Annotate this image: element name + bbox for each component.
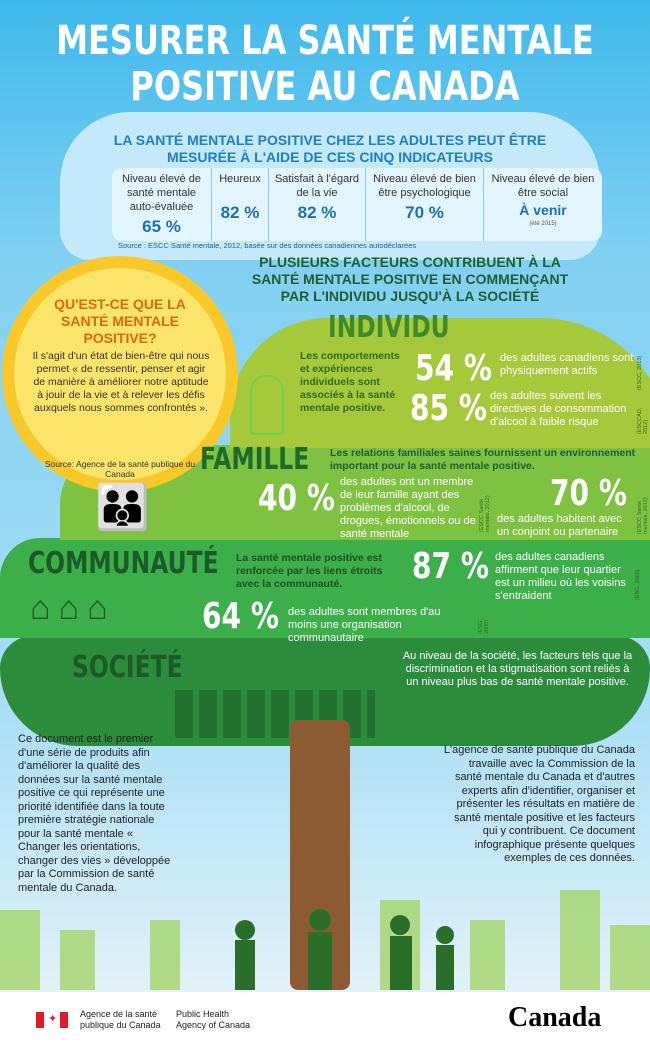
indicator-label: Niveau élevé de santé mentale auto-évalu…: [122, 173, 201, 213]
stat-text: des adultes canadiens sont physiquement …: [500, 352, 634, 377]
bottom-right-text: L'agence de santé publique du Canada tra…: [443, 744, 635, 864]
indicators-source: Source : ESCC Santé mentale, 2012, basée…: [118, 241, 417, 250]
stat-text: des adultes habitent avec un conjoint ou…: [497, 513, 622, 538]
skyline-illustration: [0, 890, 650, 990]
indicator: Niveau élevé de bien être psychologique 7…: [366, 168, 484, 241]
indicator-label: Heureux: [219, 173, 261, 185]
stat-value: 87 %: [412, 546, 489, 587]
indicator: Satisfait à l'égard de la vie 82 %: [269, 168, 366, 241]
indicator-label: Niveau élevé de bien être psychologique: [373, 173, 476, 199]
communaute-band: [0, 538, 650, 638]
famille-title: FAMILLE: [200, 442, 310, 477]
stat-text: des adultes suivent les directives de co…: [490, 390, 627, 428]
agency-name-en: Public Health Agency of Canada: [176, 1009, 251, 1030]
indicator-value: 65 %: [142, 217, 181, 236]
indicator: Niveau élevé de bien être social À venir (…: [484, 168, 602, 241]
sun-definition: Il s'agit d'un état de bien-être qui nou…: [32, 350, 210, 414]
communaute-title: COMMUNAUTÉ: [28, 546, 219, 581]
person-icon: [250, 375, 284, 435]
individu-band: [230, 318, 650, 448]
indicator-value: 70 %: [405, 203, 444, 222]
indicator-label: Niveau élevé de bien être social: [491, 173, 595, 199]
famille-desc: Les relations familiales saines fourniss…: [330, 447, 636, 472]
stat-value: 54 %: [415, 348, 492, 389]
individu-desc: Les comportements et expériences individ…: [300, 350, 400, 414]
factors-heading: PLUSIEURS FACTEURS CONTRIBUENT À LA SANT…: [251, 254, 569, 304]
stat-text: des adultes canadiens affirment que leur…: [495, 551, 626, 602]
footer: ✦ Agence de la santé publique du Canada …: [0, 992, 650, 1046]
societe-title: SOCIÉTÉ: [72, 650, 183, 685]
stat-value: 85 %: [410, 388, 487, 429]
stat-source: (ESCC Santé mentale, 2012): [479, 495, 491, 532]
stat-source: (ESCCAD, 2012): [637, 407, 649, 434]
sun-source: Source: Agence de la santé publique du C…: [44, 459, 196, 479]
sun-question: QU'EST-CE QUE LA SANTÉ MENTALE POSITIVE?: [54, 296, 186, 346]
canada-wordmark: Canada: [508, 1002, 602, 1033]
indicator-value: 82 %: [220, 203, 260, 222]
indicators-table: Niveau élevé de santé mentale auto-évalu…: [112, 168, 602, 241]
stat-source: (ESG, 2009): [635, 569, 641, 600]
stat-value: 40 %: [258, 478, 335, 519]
indicator-label: Satisfait à l'égard de la vie: [274, 173, 360, 199]
indicator: Niveau élevé de santé mentale auto-évalu…: [112, 168, 212, 241]
canada-flag-icon: ✦: [36, 1012, 68, 1028]
indicator-note: (été 2015): [529, 221, 557, 227]
stat-source: (ESG, 2008): [478, 619, 490, 634]
societe-desc: Au niveau de la société, les facteurs te…: [402, 650, 633, 688]
agency-name-fr: Agence de la santé publique du Canada: [80, 1009, 161, 1030]
stat-value: 70 %: [550, 473, 627, 514]
stat-source: (ESCC Santé mentale, 2012): [637, 497, 649, 534]
sun-icon: [14, 268, 226, 480]
indicator: Heureux 82 %: [212, 168, 269, 241]
stat-text: des adultes sont membres d'au moins une …: [288, 606, 441, 644]
houses-icon: ⌂⌂⌂: [30, 589, 116, 627]
bottom-left-text: Ce document est le premier d'une série d…: [18, 733, 171, 894]
stat-value: 64 %: [202, 596, 279, 637]
indicators-heading: LA SANTÉ MENTALE POSITIVE CHEZ LES ADULT…: [113, 132, 547, 165]
communaute-desc: La santé mentale positive est renforcée …: [236, 552, 383, 590]
individu-title: INDIVIDU: [328, 310, 450, 345]
indicator-value: À venir: [519, 202, 567, 218]
stat-source: (ESCC, 2013): [637, 355, 643, 390]
page-title: MESURER LA SANTÉ MENTALE POSITIVE AU CAN…: [56, 18, 594, 110]
indicator-value: 82 %: [297, 203, 337, 222]
family-icon: 👪: [95, 483, 150, 532]
stat-text: des adultes ont un membre de leur famill…: [340, 476, 476, 540]
